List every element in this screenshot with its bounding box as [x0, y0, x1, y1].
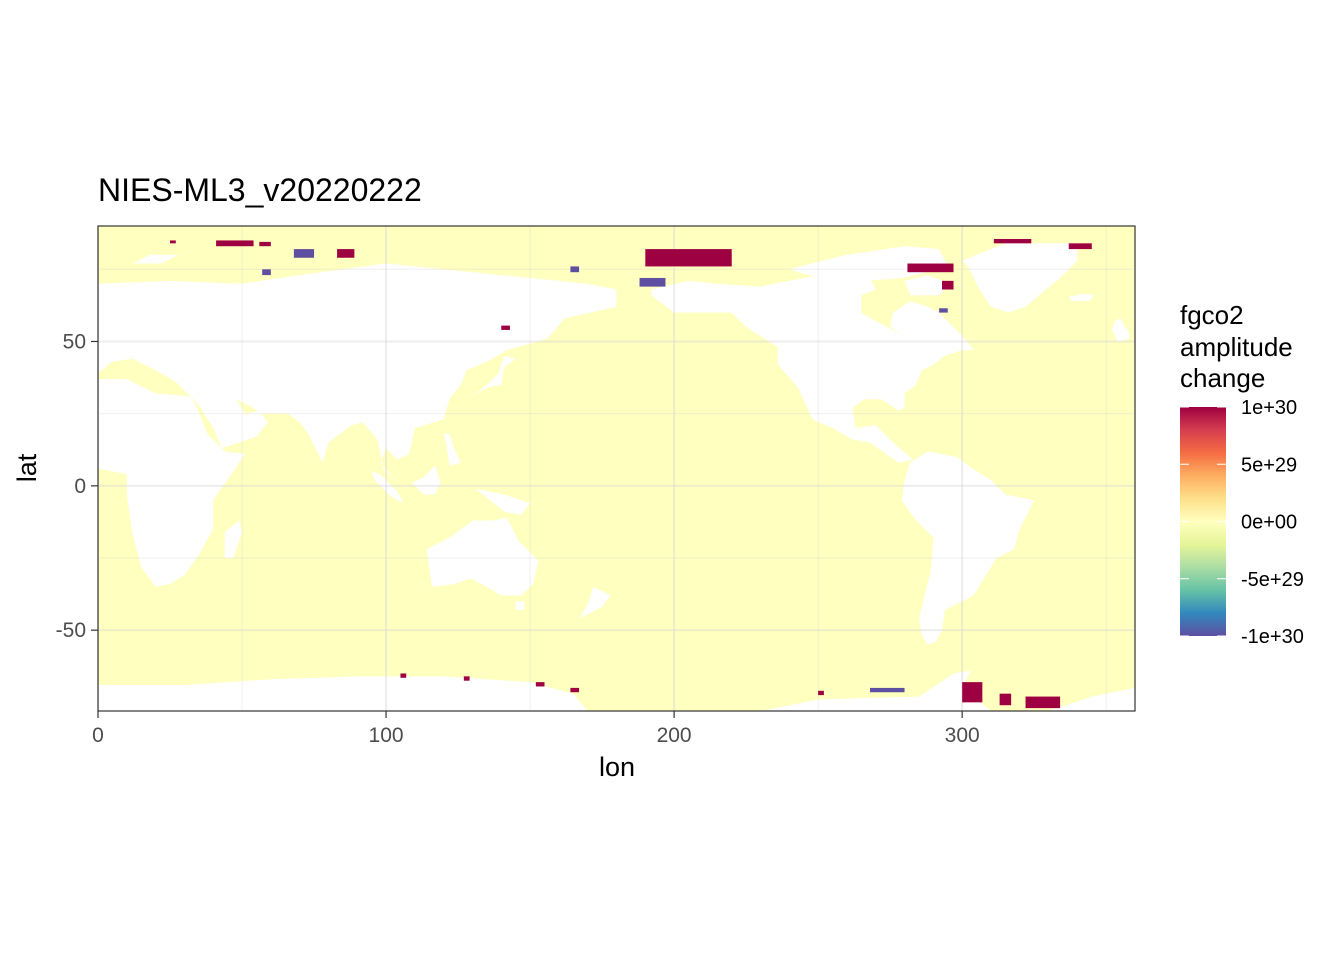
- anomaly-cell: [570, 687, 580, 693]
- x-axis-title: lon: [599, 752, 635, 782]
- anomaly-cell: [570, 266, 580, 273]
- land-baffin-island: [904, 275, 951, 296]
- map-panel: [98, 226, 1135, 711]
- legend-title-line-1: fgco2: [1180, 300, 1244, 330]
- legend-title-line-3: change: [1180, 363, 1265, 393]
- chart-title: NIES-ML3_v20220222: [98, 172, 422, 208]
- land-borneo: [412, 465, 441, 495]
- anomaly-cell: [939, 308, 948, 313]
- legend-tick-label: -5e+29: [1241, 569, 1304, 591]
- legend-tick-label: -1e+30: [1241, 626, 1304, 648]
- anomaly-cell: [962, 682, 983, 703]
- land-north-america: [651, 272, 974, 463]
- y-tick-label: -50: [56, 619, 86, 642]
- land-philippines: [443, 433, 461, 466]
- anomaly-cell: [259, 241, 271, 247]
- anomaly-cell: [170, 240, 176, 244]
- y-axis-title: lat: [12, 453, 42, 482]
- land-madagascar: [224, 520, 242, 558]
- x-tick-label: 200: [657, 724, 692, 747]
- legend-title-line-2: amplitude: [1180, 332, 1293, 362]
- x-tick-label: 0: [92, 724, 104, 747]
- y-tick-label: 0: [74, 475, 86, 498]
- y-tick-label: 50: [63, 330, 86, 353]
- x-tick-label: 300: [945, 724, 980, 747]
- land-great-britain: [1112, 318, 1130, 342]
- legend-tick-label: 0e+00: [1241, 512, 1297, 534]
- legend-tick-label: 1e+30: [1241, 397, 1297, 419]
- land-layer: [98, 243, 1135, 711]
- anomaly-cell: [645, 249, 732, 267]
- anomaly-cell: [907, 263, 954, 273]
- anomaly-cell: [337, 249, 355, 258]
- land-africa: [98, 379, 245, 587]
- land-sumatra: [371, 471, 404, 504]
- land-tasmania: [515, 601, 525, 610]
- anomaly-cell-layer: [170, 238, 1092, 709]
- anomaly-cell: [463, 676, 470, 681]
- land-svalbard: [132, 254, 179, 264]
- anomaly-cell: [1068, 243, 1092, 250]
- land-eurasia: [98, 263, 617, 483]
- anomaly-cell: [216, 240, 254, 247]
- land-japan: [472, 355, 516, 397]
- legend-ticks: 1e+30 5e+29 0e+00 -5e+29 -1e+30: [1180, 397, 1304, 648]
- anomaly-cell: [501, 325, 510, 330]
- anomaly-cell: [400, 673, 407, 678]
- land-antarctica: [98, 670, 1135, 711]
- land-new-guinea: [475, 488, 531, 515]
- anomaly-cell: [942, 280, 954, 290]
- anomaly-cell: [993, 238, 1032, 244]
- land-new-zealand: [579, 586, 611, 619]
- anomaly-cell: [262, 269, 271, 276]
- anomaly-cell: [999, 693, 1012, 706]
- anomaly-cell: [535, 682, 545, 687]
- x-axis: 0 100 200 300: [92, 711, 980, 747]
- land-australia: [426, 517, 539, 596]
- land-iceland: [1068, 293, 1095, 302]
- anomaly-cell: [818, 690, 824, 696]
- land-greenland: [962, 243, 1078, 313]
- anomaly-cell: [869, 687, 905, 693]
- x-tick-label: 100: [369, 724, 404, 747]
- anomaly-cell: [1025, 696, 1061, 709]
- legend-tick-label: 5e+29: [1241, 454, 1297, 476]
- y-axis: -50 0 50: [56, 330, 98, 642]
- land-south-america: [901, 451, 1035, 645]
- land-canadian-archipelago: [789, 246, 948, 281]
- anomaly-cell: [639, 277, 666, 287]
- anomaly-cell: [293, 249, 315, 258]
- color-legend: fgco2 amplitude change 1e+30 5e+29 0e+00 -5…: [1180, 300, 1304, 648]
- panel-border: [97, 225, 1136, 712]
